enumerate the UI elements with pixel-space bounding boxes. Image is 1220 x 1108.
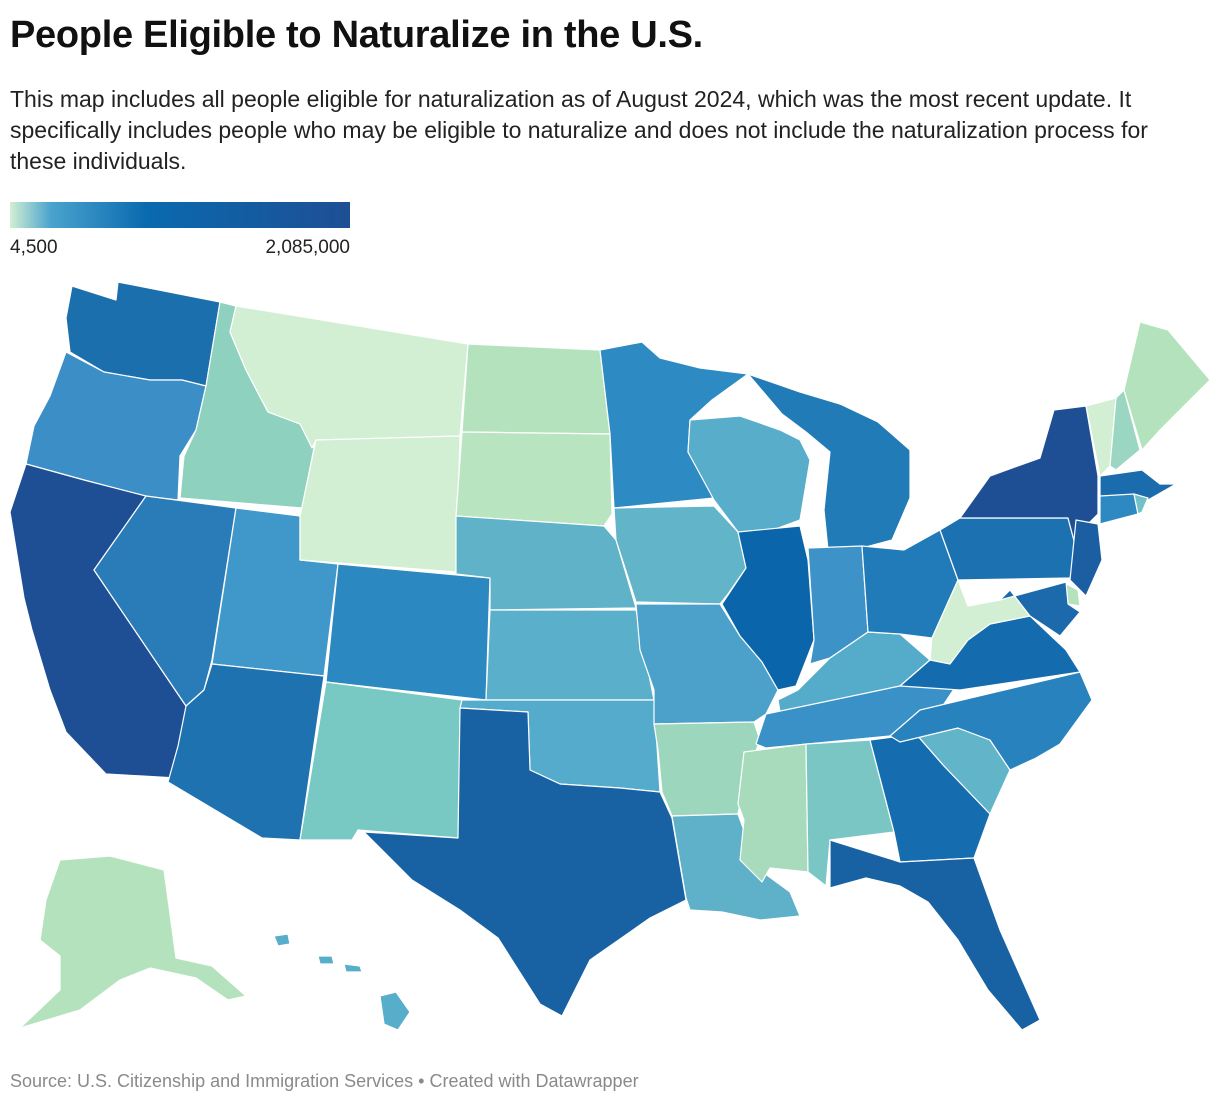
state-nebraska[interactable]: Nebraska xyxy=(455,515,637,611)
state-south-dakota[interactable]: South Dakota xyxy=(455,431,613,527)
state-oregon[interactable]: Oregon xyxy=(25,351,207,501)
state-illinois[interactable]: Illinois xyxy=(721,525,815,691)
state-colorado[interactable]: Colorado xyxy=(325,563,491,701)
state-pennsylvania[interactable]: Pennsylvania xyxy=(939,517,1077,581)
legend-max-label: 2,085,000 xyxy=(265,237,350,258)
state-michigan[interactable]: Michigan xyxy=(747,373,911,551)
us-choropleth-map: WashingtonOregonCaliforniaIdahoNevadaUta… xyxy=(9,281,1211,1031)
state-new-mexico[interactable]: New Mexico xyxy=(299,681,463,841)
state-connecticut[interactable]: Connecticut xyxy=(1099,493,1139,525)
chart-title: People Eligible to Naturalize in the U.S… xyxy=(10,14,703,56)
state-mississippi[interactable]: Mississippi xyxy=(737,743,809,883)
state-north-dakota[interactable]: North Dakota xyxy=(461,343,611,435)
state-hawaii[interactable]: Hawaii xyxy=(273,933,411,1031)
state-new-jersey[interactable]: New Jersey xyxy=(1069,519,1103,597)
state-wyoming[interactable]: Wyoming xyxy=(299,435,461,573)
state-montana[interactable]: Montana xyxy=(229,305,469,449)
state-new-hampshire[interactable]: New Hampshire xyxy=(1109,389,1141,471)
legend-gradient-bar xyxy=(10,202,350,228)
state-kansas[interactable]: Kansas xyxy=(485,609,655,701)
source-footer: Source: U.S. Citizenship and Immigration… xyxy=(10,1071,639,1091)
state-wisconsin[interactable]: Wisconsin xyxy=(687,415,811,535)
state-minnesota[interactable]: Minnesota xyxy=(599,341,749,509)
chart-subtitle: This map includes all people eligible fo… xyxy=(10,86,1148,174)
color-legend: 4,500 2,085,000 xyxy=(10,202,350,263)
state-arizona[interactable]: Arizona xyxy=(167,663,325,841)
state-alaska[interactable]: Alaska xyxy=(19,855,247,1029)
state-florida[interactable]: Florida xyxy=(829,839,1041,1031)
state-texas[interactable]: Texas xyxy=(363,707,687,1017)
legend-min-label: 4,500 xyxy=(10,237,58,258)
state-rhode-island[interactable]: Rhode Island xyxy=(1133,493,1149,515)
state-iowa[interactable]: Iowa xyxy=(613,505,747,605)
state-north-carolina[interactable]: North Carolina xyxy=(889,671,1093,771)
state-maine[interactable]: Maine xyxy=(1123,321,1211,451)
state-new-york[interactable]: New York xyxy=(959,405,1099,549)
state-maryland[interactable]: Maryland xyxy=(999,581,1081,637)
